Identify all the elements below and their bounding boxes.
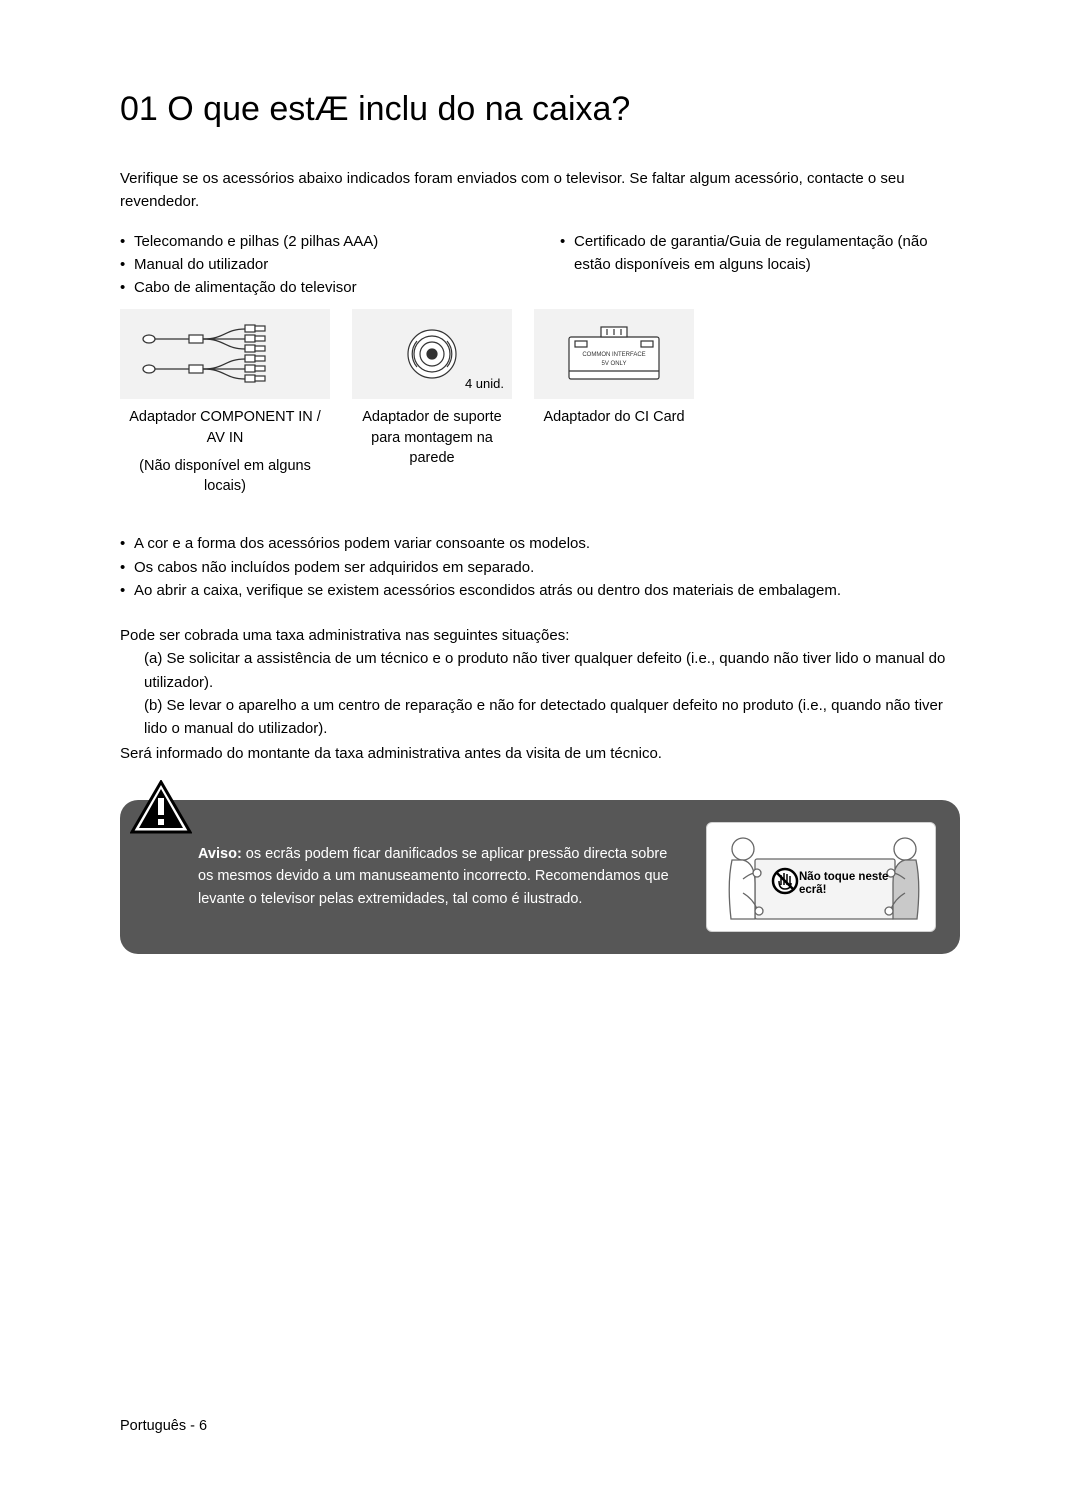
figure-caption: Adaptador COMPONENT IN / AV IN bbox=[120, 407, 330, 448]
figure-ci-card-adapter: COMMON INTERFACE 5V ONLY bbox=[534, 309, 694, 399]
figure-component-adapter bbox=[120, 309, 330, 399]
warning-body: os ecrãs podem ficar danificados se apli… bbox=[198, 846, 669, 907]
intro-text: Verifique se os acessórios abaixo indica… bbox=[120, 167, 960, 214]
accessory-figures-row: Adaptador COMPONENT IN / AV IN (Não disp… bbox=[120, 309, 960, 496]
admin-fee-outro: Será informado do montante da taxa admin… bbox=[120, 742, 960, 765]
warning-label: Aviso: bbox=[198, 846, 242, 862]
warning-card: Aviso: os ecrãs podem ficar danificados … bbox=[120, 800, 960, 954]
figure-caption: Adaptador do CI Card bbox=[534, 407, 694, 427]
warning-icon bbox=[130, 780, 192, 834]
warning-illustration: Não toque neste ecrã! bbox=[706, 822, 936, 932]
admin-fee-b: (b) Se levar o aparelho a um centro de r… bbox=[120, 694, 960, 741]
notes-list: A cor e a forma dos acessórios podem var… bbox=[120, 532, 960, 602]
figure-caption: Adaptador de suporte para montagem na pa… bbox=[352, 407, 512, 468]
ci-voltage-label: 5V ONLY bbox=[602, 361, 627, 367]
page-footer: Português - 6 bbox=[120, 1418, 207, 1434]
accessories-bullet-columns: Telecomando e pilhas (2 pilhas AAA) Manu… bbox=[120, 230, 960, 300]
section-heading: 01 O que estÆ inclu do na caixa? bbox=[120, 90, 960, 129]
bullet-item: Telecomando e pilhas (2 pilhas AAA) bbox=[120, 230, 520, 253]
admin-fee-a: (a) Se solicitar a assistência de um téc… bbox=[120, 647, 960, 694]
bullet-item: Certificado de garantia/Guia de regulame… bbox=[560, 230, 960, 277]
figure-wall-mount-adapter: 4 unid. bbox=[352, 309, 512, 399]
note-item: A cor e a forma dos acessórios podem var… bbox=[120, 532, 960, 555]
note-item: Os cabos não incluídos podem ser adquiri… bbox=[120, 556, 960, 579]
warning-illus-label: Não toque neste ecrã! bbox=[799, 871, 889, 899]
ci-common-interface-label: COMMON INTERFACE bbox=[582, 352, 645, 358]
quantity-label: 4 unid. bbox=[465, 375, 504, 393]
admin-fee-intro: Pode ser cobrada uma taxa administrativa… bbox=[120, 624, 960, 647]
warning-text: Aviso: os ecrãs podem ficar danificados … bbox=[144, 843, 686, 910]
figure-caption-sub: (Não disponível em alguns locais) bbox=[120, 456, 330, 497]
note-item: Ao abrir a caixa, verifique se existem a… bbox=[120, 579, 960, 602]
bullet-item: Cabo de alimentação do televisor bbox=[120, 276, 520, 299]
bullet-item: Manual do utilizador bbox=[120, 253, 520, 276]
